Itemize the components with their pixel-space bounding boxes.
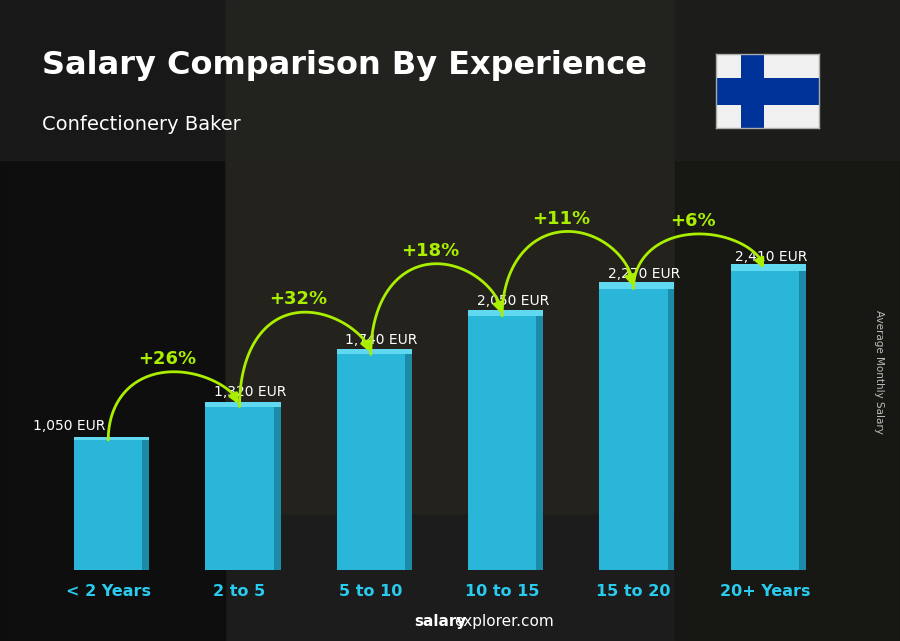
Text: +11%: +11%	[532, 210, 590, 228]
Bar	[468, 310, 543, 316]
Text: 2,270 EUR: 2,270 EUR	[608, 267, 680, 281]
Text: Salary Comparison By Experience: Salary Comparison By Experience	[42, 50, 647, 81]
Bar	[225, 0, 675, 513]
Text: explorer.com: explorer.com	[454, 615, 554, 629]
Text: +26%: +26%	[139, 350, 196, 368]
Bar	[205, 403, 281, 406]
Text: +18%: +18%	[400, 242, 459, 260]
Bar	[0, 0, 225, 641]
Bar	[742, 54, 764, 128]
Bar	[74, 440, 142, 570]
Bar	[599, 281, 674, 288]
Bar	[142, 440, 149, 570]
Bar	[675, 0, 900, 641]
Text: 1,050 EUR: 1,050 EUR	[32, 419, 105, 433]
Bar	[731, 271, 799, 570]
Text: 2,050 EUR: 2,050 EUR	[476, 294, 549, 308]
Bar	[468, 316, 536, 570]
Text: Average Monthly Salary: Average Monthly Salary	[874, 310, 885, 434]
Bar	[716, 78, 819, 104]
Text: 1,740 EUR: 1,740 EUR	[346, 333, 418, 347]
Bar	[536, 316, 543, 570]
Bar	[799, 271, 806, 570]
Text: +6%: +6%	[670, 212, 716, 230]
Bar	[74, 437, 149, 440]
Text: salary: salary	[414, 615, 466, 629]
Bar	[599, 288, 668, 570]
Bar	[405, 354, 412, 570]
Bar	[0, 0, 900, 160]
Bar	[668, 288, 674, 570]
Bar	[274, 406, 281, 570]
Bar	[731, 263, 806, 271]
Text: Confectionery Baker: Confectionery Baker	[42, 115, 241, 134]
Bar	[205, 406, 274, 570]
Bar	[337, 349, 412, 354]
Text: 2,410 EUR: 2,410 EUR	[735, 250, 807, 263]
Text: +32%: +32%	[270, 290, 328, 308]
Bar	[337, 354, 405, 570]
Text: 1,320 EUR: 1,320 EUR	[214, 385, 286, 399]
